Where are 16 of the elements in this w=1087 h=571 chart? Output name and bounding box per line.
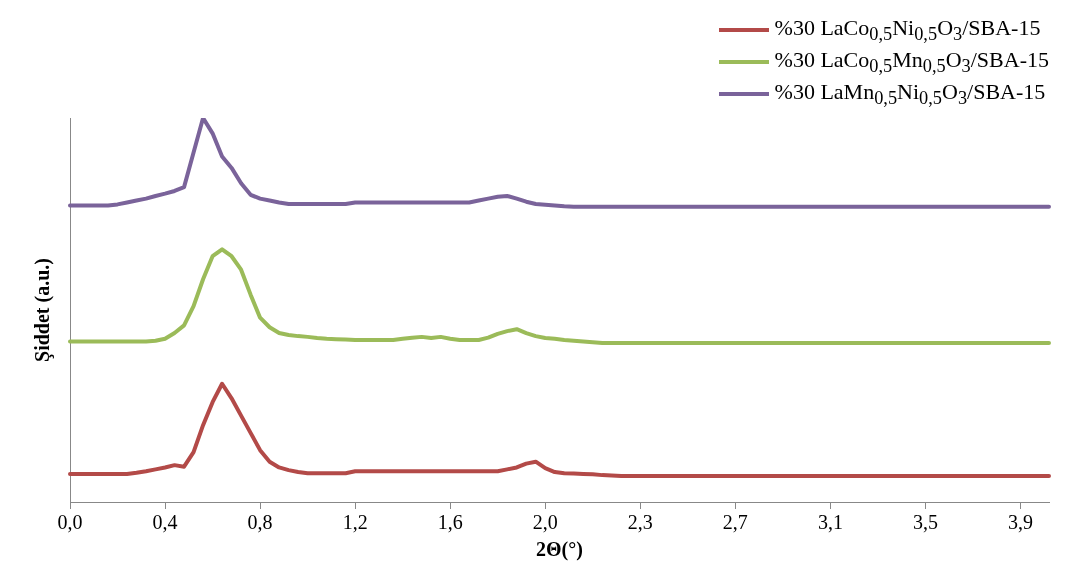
x-tick-label: 2,0 — [532, 511, 558, 534]
legend-label: %30 LaCo$_{0,5}$Mn$_{0,5}$O$_{3}$/SBA-15 — [774, 46, 1049, 78]
x-tick-label: 0,0 — [57, 511, 83, 534]
x-tick-label: 1,6 — [437, 511, 463, 534]
x-tick-label: 0,8 — [247, 511, 273, 534]
x-tick-label: 2,7 — [722, 511, 748, 534]
x-axis-title: 2Θ(°) — [536, 538, 583, 562]
y-axis-title: Şiddet (a.u.) — [31, 258, 55, 362]
x-tick-label: 0,4 — [152, 511, 178, 534]
x-tick-label: 3,1 — [817, 511, 843, 534]
x-tick-label: 3,9 — [1007, 511, 1033, 534]
legend-label: %30 LaMn$_{0,5}$Ni$_{0,5}$O$_{3}$/SBA-15 — [774, 78, 1046, 110]
x-tick-label: 2,3 — [627, 511, 653, 534]
x-tick-label: 1,2 — [342, 511, 368, 534]
x-tick-label: 3,5 — [912, 511, 938, 534]
legend-label: %30 LaCo$_{0,5}$Ni$_{0,5}$O$_{3}$/SBA-15 — [774, 14, 1041, 46]
